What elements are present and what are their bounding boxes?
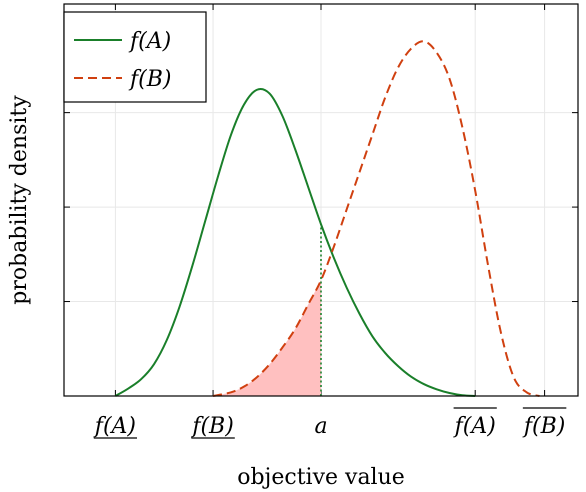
legend-label-f-b: f(B) (128, 67, 171, 92)
plot-frame (63, 3, 579, 397)
grid (64, 4, 578, 396)
shaded-area (213, 280, 321, 396)
x-tick-labels: f(A) f(B) a f(A) f(B) (93, 407, 567, 439)
x-tick-label: f(A) (453, 414, 496, 439)
x-axis-label: objective value (237, 465, 405, 490)
legend: f(A) f(B) (63, 11, 207, 103)
series-line-f-b (212, 40, 540, 397)
y-axis-label: probability density (7, 95, 32, 305)
legend-box (63, 11, 207, 103)
x-tick-label: f(B) (190, 414, 233, 439)
x-tick-label: f(B) (522, 414, 565, 439)
shaded-region-layer (213, 280, 321, 396)
series-layer (114, 40, 540, 397)
series-line-f-a (114, 88, 476, 397)
legend-label-f-a: f(A) (128, 29, 171, 54)
x-tick-label: a (314, 414, 327, 439)
x-tick-label: f(A) (93, 414, 136, 439)
